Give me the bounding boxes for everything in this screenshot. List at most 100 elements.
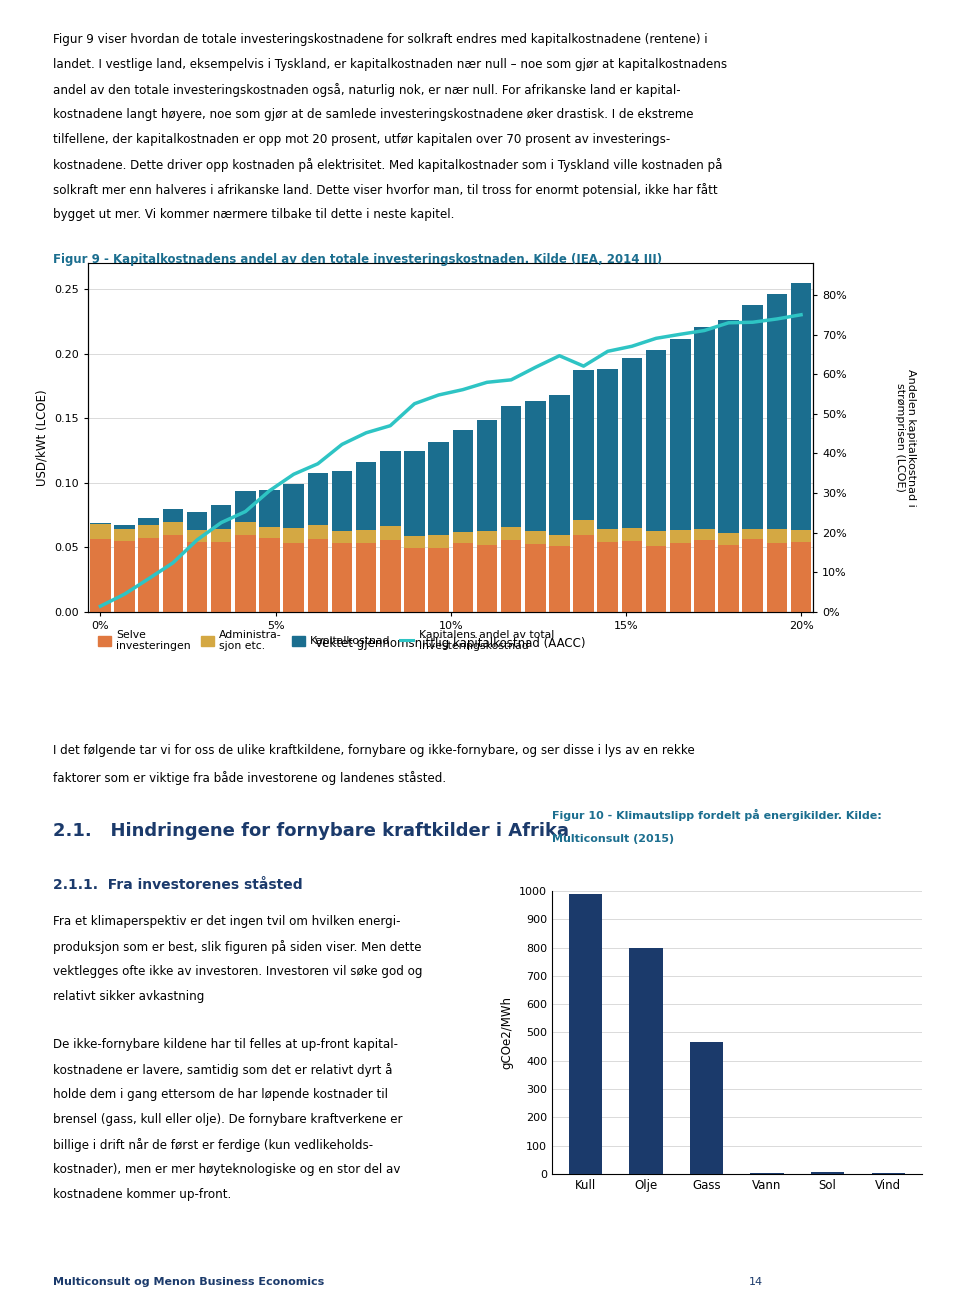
Bar — [356, 542, 376, 612]
Bar — [694, 541, 714, 612]
Bar — [791, 283, 811, 529]
Bar — [404, 536, 424, 549]
Bar — [356, 530, 376, 542]
Text: holde dem i gang ettersom de har løpende kostnader til: holde dem i gang ettersom de har løpende… — [53, 1088, 388, 1101]
Bar — [597, 542, 618, 612]
Bar — [307, 474, 328, 525]
Text: solkraft mer enn halveres i afrikanske land. Dette viser hvorfor man, til tross : solkraft mer enn halveres i afrikanske l… — [53, 183, 717, 197]
Bar — [428, 536, 449, 547]
Text: brensel (gass, kull eller olje). De fornybare kraftverkene er: brensel (gass, kull eller olje). De forn… — [53, 1113, 402, 1126]
Bar — [622, 358, 642, 528]
Bar — [428, 547, 449, 612]
Bar — [162, 509, 183, 521]
Y-axis label: USD/kWt (LCOE): USD/kWt (LCOE) — [36, 390, 49, 486]
Bar — [187, 542, 207, 612]
Bar — [283, 542, 304, 612]
Legend: Selve
investeringen, Administra-
sjon etc., Kapitalkostnad, Kapitalens andel av : Selve investeringen, Administra- sjon et… — [94, 625, 559, 655]
Text: landet. I vestlige land, eksempelvis i Tyskland, er kapitalkostnaden nær null – : landet. I vestlige land, eksempelvis i T… — [53, 58, 727, 71]
Bar — [211, 542, 231, 612]
Bar — [235, 491, 255, 522]
Y-axis label: Andelen kapitalkostnad i
strømprisen (LCOE): Andelen kapitalkostnad i strømprisen (LC… — [895, 368, 917, 507]
Bar — [356, 462, 376, 530]
Bar — [742, 540, 763, 612]
Bar — [646, 350, 666, 530]
Text: Figur 10 - Klimautslipp fordelt på energikilder. Kilde:: Figur 10 - Klimautslipp fordelt på energ… — [552, 809, 881, 821]
Bar — [332, 471, 352, 530]
Bar — [259, 538, 279, 612]
Bar — [767, 293, 787, 529]
Bar — [477, 532, 497, 545]
Bar — [428, 442, 449, 536]
Bar — [332, 542, 352, 612]
Bar — [187, 512, 207, 530]
Bar — [452, 430, 473, 532]
Y-axis label: gCOe2/MWh: gCOe2/MWh — [500, 996, 514, 1069]
Text: faktorer som er viktige fra både investorene og landenes ståsted.: faktorer som er viktige fra både investo… — [53, 771, 446, 786]
Text: Multiconsult (2015): Multiconsult (2015) — [552, 834, 674, 845]
Bar — [694, 328, 714, 529]
Bar — [597, 529, 618, 542]
Bar — [452, 544, 473, 612]
Text: 2.1.   Hindringene for fornybare kraftkilder i Afrika: 2.1. Hindringene for fornybare kraftkild… — [53, 822, 568, 841]
Bar — [162, 536, 183, 612]
Text: RAPPORT: RAPPORT — [827, 1287, 897, 1300]
Text: kostnadene. Dette driver opp kostnaden på elektrisitet. Med kapitalkostnader som: kostnadene. Dette driver opp kostnaden p… — [53, 158, 722, 172]
Bar — [767, 544, 787, 612]
Bar — [162, 521, 183, 536]
Bar — [811, 1171, 844, 1174]
Text: Fra et klimaperspektiv er det ingen tvil om hvilken energi-: Fra et klimaperspektiv er det ingen tvil… — [53, 915, 400, 928]
Bar — [90, 524, 110, 540]
Bar — [791, 542, 811, 612]
Bar — [718, 533, 739, 545]
Bar — [307, 538, 328, 612]
Bar — [211, 529, 231, 542]
Bar — [283, 484, 304, 529]
Bar — [549, 536, 569, 546]
Bar — [646, 546, 666, 612]
Text: I det følgende tar vi for oss de ulike kraftkildene, fornybare og ikke-fornybare: I det følgende tar vi for oss de ulike k… — [53, 744, 694, 757]
Bar — [380, 540, 400, 612]
Bar — [694, 529, 714, 541]
Text: 14: 14 — [749, 1277, 763, 1287]
Bar — [767, 529, 787, 544]
Text: produksjon som er best, slik figuren på siden viser. Men dette: produksjon som er best, slik figuren på … — [53, 940, 421, 954]
Text: Figur 9 - Kapitalkostnadens andel av den totale investeringskostnaden. Kilde (IE: Figur 9 - Kapitalkostnadens andel av den… — [53, 253, 662, 266]
Text: andel av den totale investeringskostnaden også, naturlig nok, er nær null. For a: andel av den totale investeringskostnade… — [53, 83, 681, 97]
Bar — [718, 545, 739, 612]
Bar — [646, 530, 666, 546]
Bar — [114, 541, 134, 612]
Text: Figur 9 viser hvordan de totale investeringskostnadene for solkraft endres med k: Figur 9 viser hvordan de totale invester… — [53, 33, 708, 46]
Bar — [501, 526, 521, 540]
Bar — [549, 546, 569, 612]
Bar — [622, 541, 642, 612]
Bar — [525, 401, 545, 532]
Bar — [404, 451, 424, 536]
Bar — [380, 450, 400, 526]
Bar — [477, 420, 497, 532]
Text: relativt sikker avkastning: relativt sikker avkastning — [53, 990, 204, 1003]
Bar — [380, 526, 400, 540]
Bar — [138, 538, 159, 612]
Bar — [138, 525, 159, 538]
Bar — [90, 540, 110, 612]
Text: bygget ut mer. Vi kommer nærmere tilbake til dette i neste kapitel.: bygget ut mer. Vi kommer nærmere tilbake… — [53, 208, 454, 221]
Bar — [332, 530, 352, 542]
Bar — [307, 525, 328, 538]
Bar — [525, 545, 545, 612]
Bar — [283, 529, 304, 542]
Bar — [791, 529, 811, 542]
Bar — [259, 528, 279, 538]
Bar — [670, 530, 690, 544]
Bar — [501, 405, 521, 526]
Text: kostnadene kommer up-front.: kostnadene kommer up-front. — [53, 1188, 231, 1202]
Text: tilfellene, der kapitalkostnaden er opp mot 20 prosent, utfør kapitalen over 70 : tilfellene, der kapitalkostnaden er opp … — [53, 133, 670, 146]
Bar — [477, 545, 497, 612]
Bar — [597, 368, 618, 529]
Bar — [259, 490, 279, 528]
Bar — [573, 536, 594, 612]
Text: De ikke-fornybare kildene har til felles at up-front kapital-: De ikke-fornybare kildene har til felles… — [53, 1038, 397, 1051]
Bar — [568, 894, 602, 1174]
Text: Multiconsult og Menon Business Economics: Multiconsult og Menon Business Economics — [53, 1277, 324, 1287]
Text: kostnader), men er mer høyteknologiske og en stor del av: kostnader), men er mer høyteknologiske o… — [53, 1163, 400, 1177]
Bar — [114, 529, 134, 541]
